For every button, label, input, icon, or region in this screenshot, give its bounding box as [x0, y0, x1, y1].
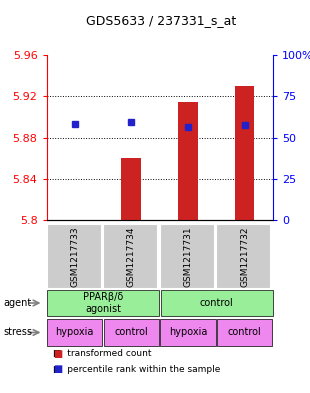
Text: ■  percentile rank within the sample: ■ percentile rank within the sample — [53, 365, 220, 374]
Text: hypoxia: hypoxia — [55, 327, 94, 338]
Bar — [235, 86, 255, 220]
Text: GSM1217734: GSM1217734 — [127, 226, 136, 286]
Text: GSM1217733: GSM1217733 — [70, 226, 79, 287]
Text: control: control — [199, 298, 233, 308]
Text: ■: ■ — [53, 364, 62, 375]
Text: control: control — [228, 327, 261, 338]
Text: ■  transformed count: ■ transformed count — [53, 349, 151, 358]
Text: hypoxia: hypoxia — [169, 327, 207, 338]
Text: GSM1217731: GSM1217731 — [184, 226, 193, 287]
Bar — [178, 103, 198, 220]
Text: ■: ■ — [53, 349, 62, 359]
Text: GSM1217732: GSM1217732 — [240, 226, 249, 286]
Text: agent: agent — [3, 298, 31, 308]
Bar — [122, 158, 141, 220]
Text: PPARβ/δ
agonist: PPARβ/δ agonist — [83, 292, 123, 314]
Text: GDS5633 / 237331_s_at: GDS5633 / 237331_s_at — [86, 14, 236, 27]
Text: control: control — [114, 327, 148, 338]
Text: stress: stress — [3, 327, 32, 338]
